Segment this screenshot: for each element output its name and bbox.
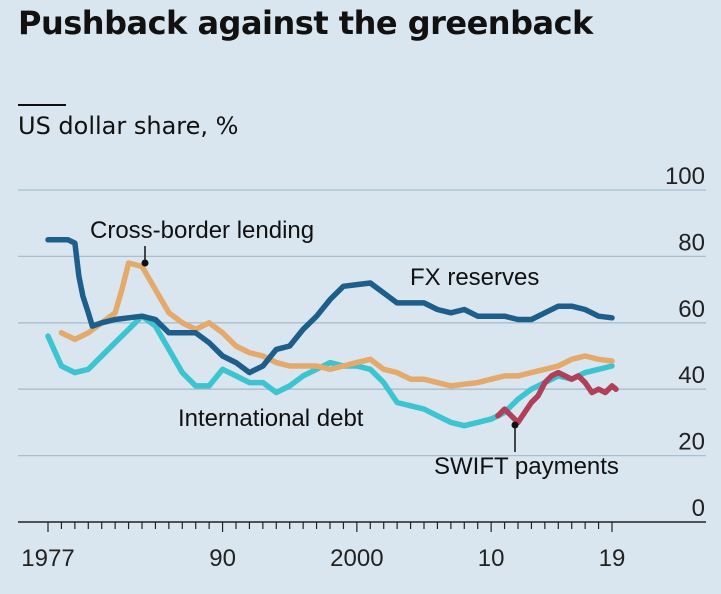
annotation-cross-border-lending: Cross-border lending [90,217,314,244]
annotation-dot [511,421,519,429]
x-tick-label: 10 [478,545,505,572]
y-tick-label: 80 [678,229,705,256]
y-tick-label: 60 [678,296,705,323]
chart-title: Pushback against the greenback [18,4,593,42]
annotation-swift-payments: SWIFT payments [434,453,619,480]
series-line-fx-reserves [45,237,615,376]
annotation-dot [141,259,149,267]
y-tick-label: 0 [692,495,705,522]
series-line-cross-border-lending [58,260,615,389]
subtitle-rule [18,104,66,106]
x-tick-label: 2000 [330,545,383,572]
x-tick-label: 90 [209,545,236,572]
annotation-international-debt: International debt [178,405,364,432]
annotation-fx-reserves: FX reserves [410,264,539,291]
y-tick-label: 100 [665,163,705,190]
y-tick-label: 20 [678,429,705,456]
x-tick-label: 19 [599,545,626,572]
series-line-swift-payments [495,369,619,426]
y-tick-label: 40 [678,362,705,389]
chart-subtitle: US dollar share, % [18,112,239,140]
x-tick-label: 1977 [21,545,74,572]
